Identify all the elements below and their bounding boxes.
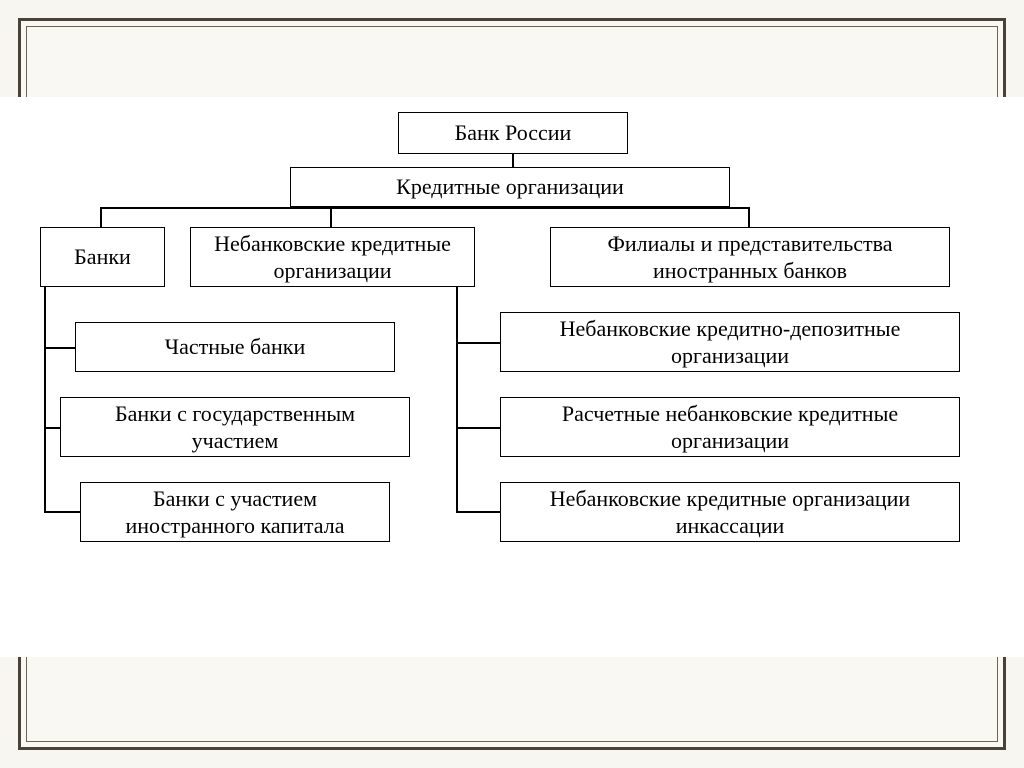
connector — [100, 207, 750, 209]
org-chart: Банк России Кредитные организации Банки Неб… — [0, 97, 1024, 657]
connector — [44, 511, 80, 513]
node-nbcalc: Расчетные небанковские кредитные организ… — [500, 397, 960, 457]
connector — [100, 207, 102, 227]
node-root: Банк России — [398, 112, 628, 154]
node-foreign: Банки с участием иностранного капитала — [80, 482, 390, 542]
node-branch: Филиалы и представительства иностранных … — [550, 227, 950, 287]
connector — [748, 207, 750, 227]
node-nonbnk: Небанковские кредитные организации — [190, 227, 475, 287]
node-nbdep: Небанковские кредитно-депозитные организ… — [500, 312, 960, 372]
connector — [330, 207, 332, 227]
node-priv: Частные банки — [75, 322, 395, 372]
connector — [456, 511, 500, 513]
connector — [456, 287, 458, 512]
connector — [44, 287, 46, 512]
connector — [44, 427, 60, 429]
connector — [456, 427, 500, 429]
node-state: Банки с государственным участием — [60, 397, 410, 457]
node-banks: Банки — [40, 227, 165, 287]
node-nbink: Небанковские кредитные организации инкас… — [500, 482, 960, 542]
connector — [510, 207, 512, 209]
connector — [512, 154, 514, 167]
connector — [44, 347, 75, 349]
connector — [456, 342, 500, 344]
node-credit: Кредитные организации — [290, 167, 730, 207]
